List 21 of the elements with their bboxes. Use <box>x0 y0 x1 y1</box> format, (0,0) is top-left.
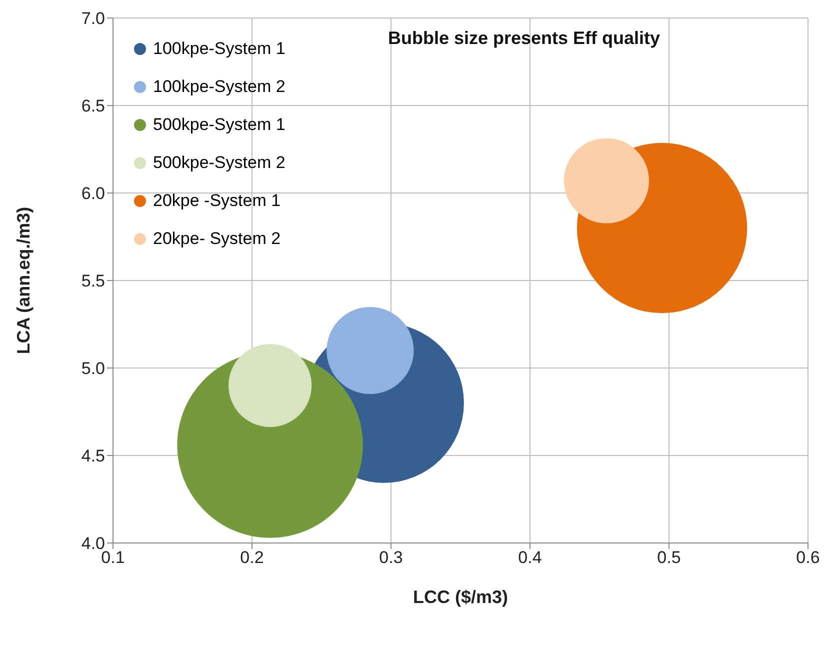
x-tick-label: 0.5 <box>657 548 681 568</box>
x-tick-label: 0.6 <box>796 548 820 568</box>
legend-label: 500kpe-System 2 <box>153 153 286 173</box>
y-tick-label: 4.5 <box>81 446 105 466</box>
y-axis-title: LCA (ann.eq./m3) <box>13 206 34 354</box>
legend-label: 100kpe-System 1 <box>153 39 286 59</box>
y-tick-label: 6.5 <box>81 96 105 116</box>
y-tick-label: 5.0 <box>81 359 105 378</box>
annotation: Bubble size presents Eff quality <box>388 28 660 49</box>
legend-label: 20kpe- System 2 <box>153 229 281 249</box>
x-axis-title: LCC ($/m3) <box>412 587 508 607</box>
legend-label: 100kpe-System 2 <box>153 77 286 97</box>
legend-label: 20kpe -System 1 <box>153 191 281 211</box>
y-tick-label: 6.0 <box>81 184 105 204</box>
y-tick-label: 7.0 <box>81 9 105 28</box>
x-tick-label: 0.2 <box>240 548 264 568</box>
x-tick-label: 0.1 <box>101 548 125 568</box>
legend-label: 500kpe-System 1 <box>153 115 286 135</box>
x-tick-label: 0.4 <box>518 548 542 568</box>
y-tick-label: 5.5 <box>81 272 105 291</box>
x-tick-label: 0.3 <box>379 548 403 568</box>
